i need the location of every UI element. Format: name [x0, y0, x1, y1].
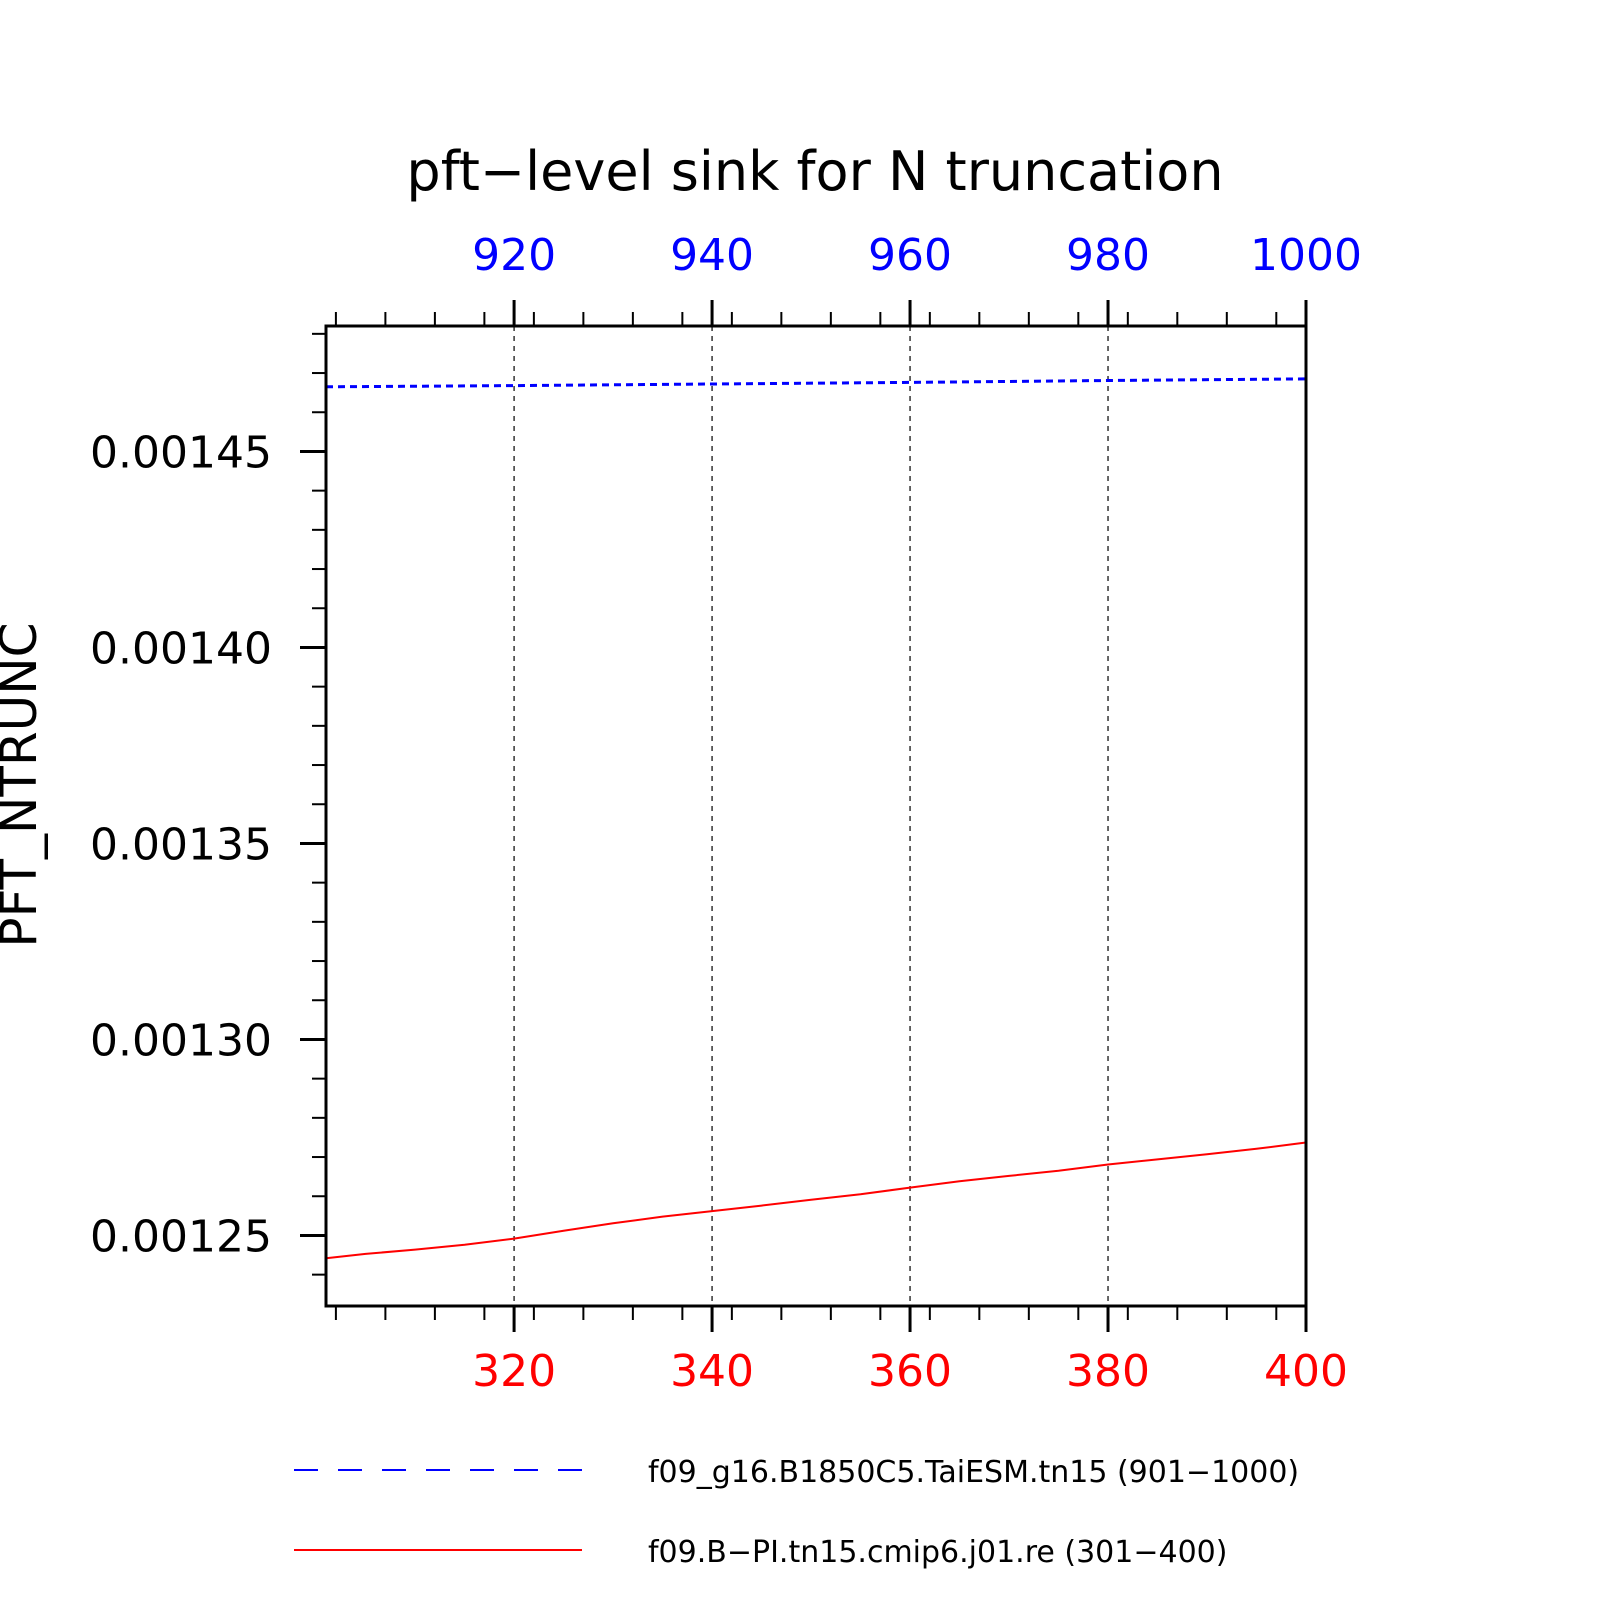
- y-tick-label: 0.00125: [90, 1211, 272, 1262]
- x-tick-label-bottom: 360: [868, 1346, 952, 1397]
- y-tick-label: 0.00145: [90, 427, 272, 478]
- x-tick-label-top: 1000: [1250, 230, 1362, 281]
- legend: f09_g16.B1850C5.TaiESM.tn15 (901−1000) f0…: [294, 1455, 1299, 1570]
- y-axis-label: PFT_NTRUNC: [0, 622, 48, 947]
- y-tick-label: 0.00135: [90, 819, 272, 870]
- x-tick-label-top: 980: [1066, 230, 1150, 281]
- series-line-2: [325, 1141, 1307, 1260]
- x-tick-label-bottom: 320: [472, 1346, 556, 1397]
- legend-label: f09.B−PI.tn15.cmip6.j01.re (301−400): [648, 1535, 1227, 1570]
- x-tick-label-bottom: 400: [1264, 1346, 1348, 1397]
- chart-title: pft−level sink for N truncation: [406, 140, 1223, 203]
- plot-frame: [324, 324, 1308, 1308]
- x-tick-label-bottom: 380: [1066, 1346, 1150, 1397]
- axis-ticks: [300, 300, 1308, 1332]
- grid-lines: [513, 326, 1109, 1306]
- tick-labels: 320 340 360 380 400 920 940 960 980 1000 0.00125 0.…: [90, 230, 1362, 1397]
- series-line-1: [325, 377, 1307, 389]
- x-tick-label-top: 920: [472, 230, 556, 281]
- y-tick-label: 0.00130: [90, 1015, 272, 1066]
- series-lines: [325, 377, 1307, 1260]
- x-tick-label-bottom: 340: [670, 1346, 754, 1397]
- legend-label: f09_g16.B1850C5.TaiESM.tn15 (901−1000): [648, 1455, 1299, 1490]
- x-tick-label-top: 940: [670, 230, 754, 281]
- y-tick-label: 0.00140: [90, 623, 272, 674]
- x-tick-label-top: 960: [868, 230, 952, 281]
